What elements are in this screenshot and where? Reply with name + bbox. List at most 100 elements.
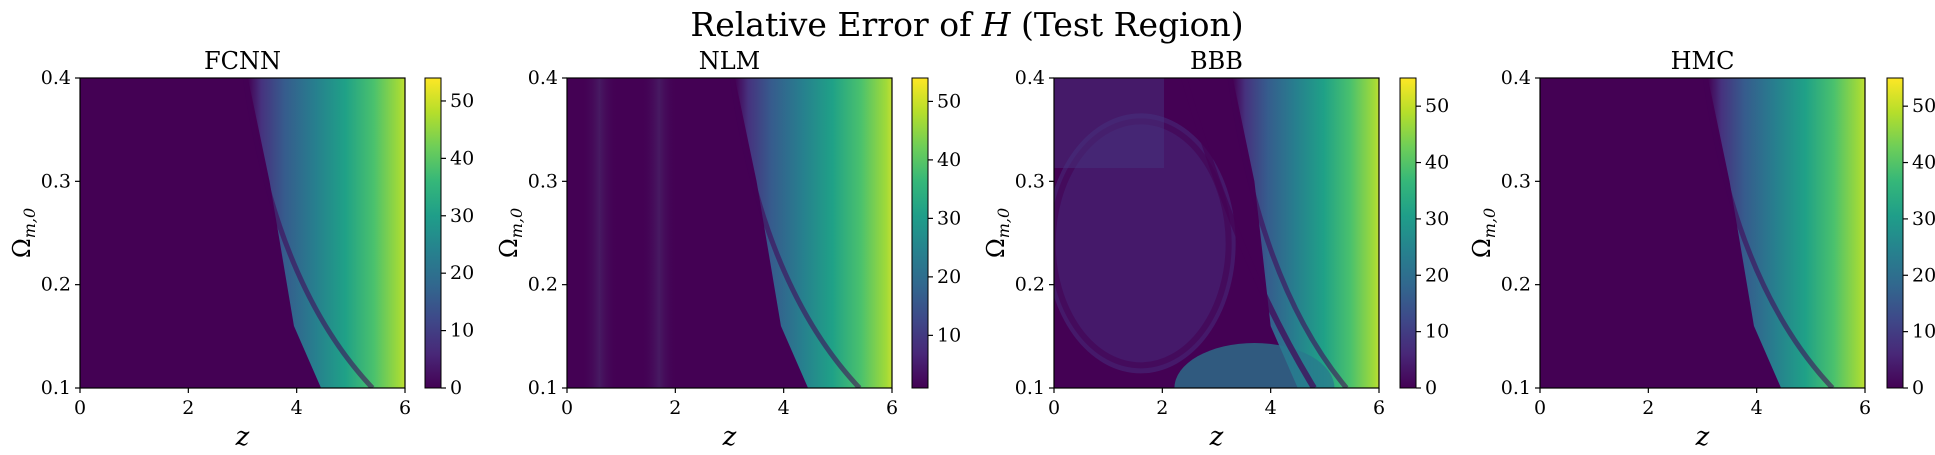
colorbar-tick-label: 10 [450,320,474,342]
y-tick-label: 0.2 [1501,274,1531,296]
x-tick-label: 6 [1373,397,1385,419]
x-tick-label: 6 [886,397,898,419]
heatmap-panel: NLM 0 2 4 6 0.1 0.2 0.3 0.4 z Ωm,0 10 20 30 40 50 [495,47,961,452]
axes-frame [566,77,893,389]
suptitle-text: Relative Error of [690,5,981,44]
x-axis-label: z [235,422,250,452]
high-error-region [734,78,892,388]
colorbar-tick-label: 0 [450,377,462,399]
x-axis-label: z [722,422,737,452]
colorbar-tick-label: 20 [450,262,474,284]
colorbar-tick-label: 20 [1425,264,1449,286]
y-tick-label: 0.4 [1015,67,1045,89]
y-tick-label: 0.3 [1501,170,1531,192]
heatmap-panel: FCNN 0 2 4 6 0.1 0.2 0.3 0.4 z Ωm,0 0 10 20 30 40 50 [8,47,474,452]
y-tick-label: 0.4 [41,67,71,89]
colorbar-tick-label: 50 [1425,95,1449,117]
x-tick-label: 4 [1751,397,1763,419]
inner-valley [1181,78,1317,388]
colorbar [911,77,929,389]
x-tick-label: 4 [1265,397,1277,419]
colorbar-tick-label: 30 [1425,208,1449,230]
valley-curve [1702,78,1835,388]
axes-frame [79,77,406,389]
heatmap-panel: BBB 0 2 4 6 0.1 0.2 0.3 0.4 z Ωm,0 0 10 20 30 40 50 [982,47,1449,452]
y-tick-label: 0.3 [528,170,558,192]
x-tick-label: 0 [74,397,86,419]
x-tick-label: 0 [1048,397,1060,419]
colorbar-tick-label: 30 [450,205,474,227]
y-axis-label: Ωm,0 [8,208,39,258]
x-tick-label: 6 [1859,397,1871,419]
y-axis-label: Ωm,0 [982,208,1013,258]
x-tick-label: 2 [182,397,194,419]
y-tick-label: 0.1 [1015,377,1045,399]
y-tick-label: 0.1 [528,377,558,399]
colorbar-tick-label: 30 [1912,208,1935,230]
y-tick-label: 0.2 [41,274,71,296]
figure-suptitle: Relative Error of H (Test Region) [690,5,1243,44]
colorbar-tick-label: 30 [937,207,961,229]
colorbar-tick-label: 40 [937,149,961,171]
colorbar-tick-label: 20 [937,266,961,288]
colorbar-tick-label: 50 [450,90,474,112]
y-tick-label: 0.1 [41,377,71,399]
suptitle-variable: H [981,5,1012,44]
heatmap-field [567,78,892,388]
y-tick-label: 0.2 [528,274,558,296]
valley-curve [729,78,862,388]
colorbar-tick-label: 10 [1912,321,1935,343]
x-tick-label: 2 [669,397,681,419]
panel-title: HMC [1671,47,1735,75]
valley-curve [242,78,375,388]
colorbar-tick-label: 20 [1912,264,1935,286]
x-tick-label: 4 [778,397,790,419]
axes-frame [1539,77,1866,389]
x-tick-label: 0 [561,397,573,419]
colorbar-tick-label: 40 [450,147,474,169]
heatmap-panel: HMC 0 2 4 6 0.1 0.2 0.3 0.4 z Ωm,0 0 10 20 30 40 50 [1468,47,1935,452]
colorbar-tick-label: 40 [1425,152,1449,174]
heatmap-field [1054,78,1379,388]
y-tick-label: 0.4 [528,67,558,89]
faint-stripe [581,78,618,388]
colorbar-tick-label: 50 [1912,95,1935,117]
heatmap-field [1540,78,1865,388]
y-tick-label: 0.2 [1015,274,1045,296]
panel-title: BBB [1190,47,1243,75]
faint-stripe [641,78,678,388]
x-axis-label: z [1209,422,1224,452]
x-axis-label: z [1695,422,1710,452]
x-tick-label: 6 [399,397,411,419]
high-error-region [247,78,405,388]
ellipse-structure [1054,113,1236,374]
x-tick-label: 2 [1156,397,1168,419]
colorbar-tick-label: 40 [1912,152,1935,174]
y-tick-label: 0.1 [1501,377,1531,399]
x-tick-label: 4 [291,397,303,419]
colorbar [1399,77,1417,389]
upper-left-tint [1054,78,1164,168]
colorbar [1886,77,1904,389]
colorbar [424,77,442,389]
y-tick-label: 0.3 [1015,170,1045,192]
panel-title: NLM [699,47,761,75]
y-axis-label: Ωm,0 [495,208,526,258]
colorbar-tick-label: 50 [937,90,961,112]
y-tick-label: 0.3 [41,170,71,192]
suptitle-suffix: (Test Region) [1011,5,1244,44]
colorbar-tick-label: 10 [937,324,961,346]
y-axis-label: Ωm,0 [1468,208,1499,258]
panel-title: FCNN [204,47,281,75]
colorbar-tick-label: 0 [1912,377,1924,399]
x-tick-label: 0 [1534,397,1546,419]
colorbar-tick-label: 10 [1425,321,1449,343]
valley-curve [1227,78,1349,388]
y-tick-label: 0.4 [1501,67,1531,89]
high-error-region [1707,78,1865,388]
axes-frame [1053,77,1380,389]
heatmap-field [80,78,405,388]
colorbar-tick-label: 0 [1425,377,1437,399]
x-tick-label: 2 [1642,397,1654,419]
